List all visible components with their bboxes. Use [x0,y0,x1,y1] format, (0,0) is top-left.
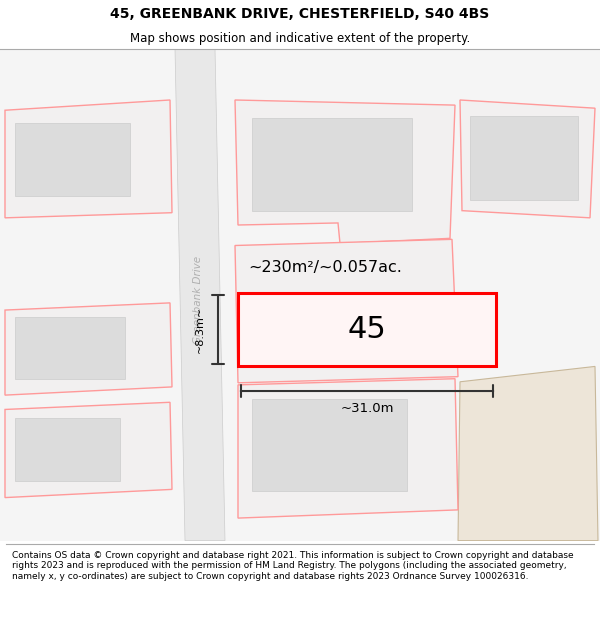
Text: ~31.0m: ~31.0m [340,402,394,415]
Bar [15,418,120,481]
Bar [252,118,412,211]
Polygon shape [5,402,172,498]
Text: Greenbank Drive: Greenbank Drive [193,256,203,344]
Bar [258,301,446,354]
Polygon shape [460,100,595,218]
Bar [252,399,407,491]
Text: ~8.3m~: ~8.3m~ [195,306,205,353]
Text: 45: 45 [347,315,386,344]
Text: ~230m²/~0.057ac.: ~230m²/~0.057ac. [248,259,402,274]
Polygon shape [5,303,172,395]
Text: 45, GREENBANK DRIVE, CHESTERFIELD, S40 4BS: 45, GREENBANK DRIVE, CHESTERFIELD, S40 4… [110,7,490,21]
Text: Map shows position and indicative extent of the property.: Map shows position and indicative extent… [130,31,470,44]
Polygon shape [235,100,455,244]
Bar [15,122,130,196]
Polygon shape [458,366,598,541]
Bar [470,116,578,201]
Text: Contains OS data © Crown copyright and database right 2021. This information is : Contains OS data © Crown copyright and d… [12,551,574,581]
Polygon shape [5,100,172,218]
Bar [15,318,125,379]
Polygon shape [235,239,458,383]
Polygon shape [175,49,225,541]
Bar [238,292,496,366]
Polygon shape [238,379,458,518]
